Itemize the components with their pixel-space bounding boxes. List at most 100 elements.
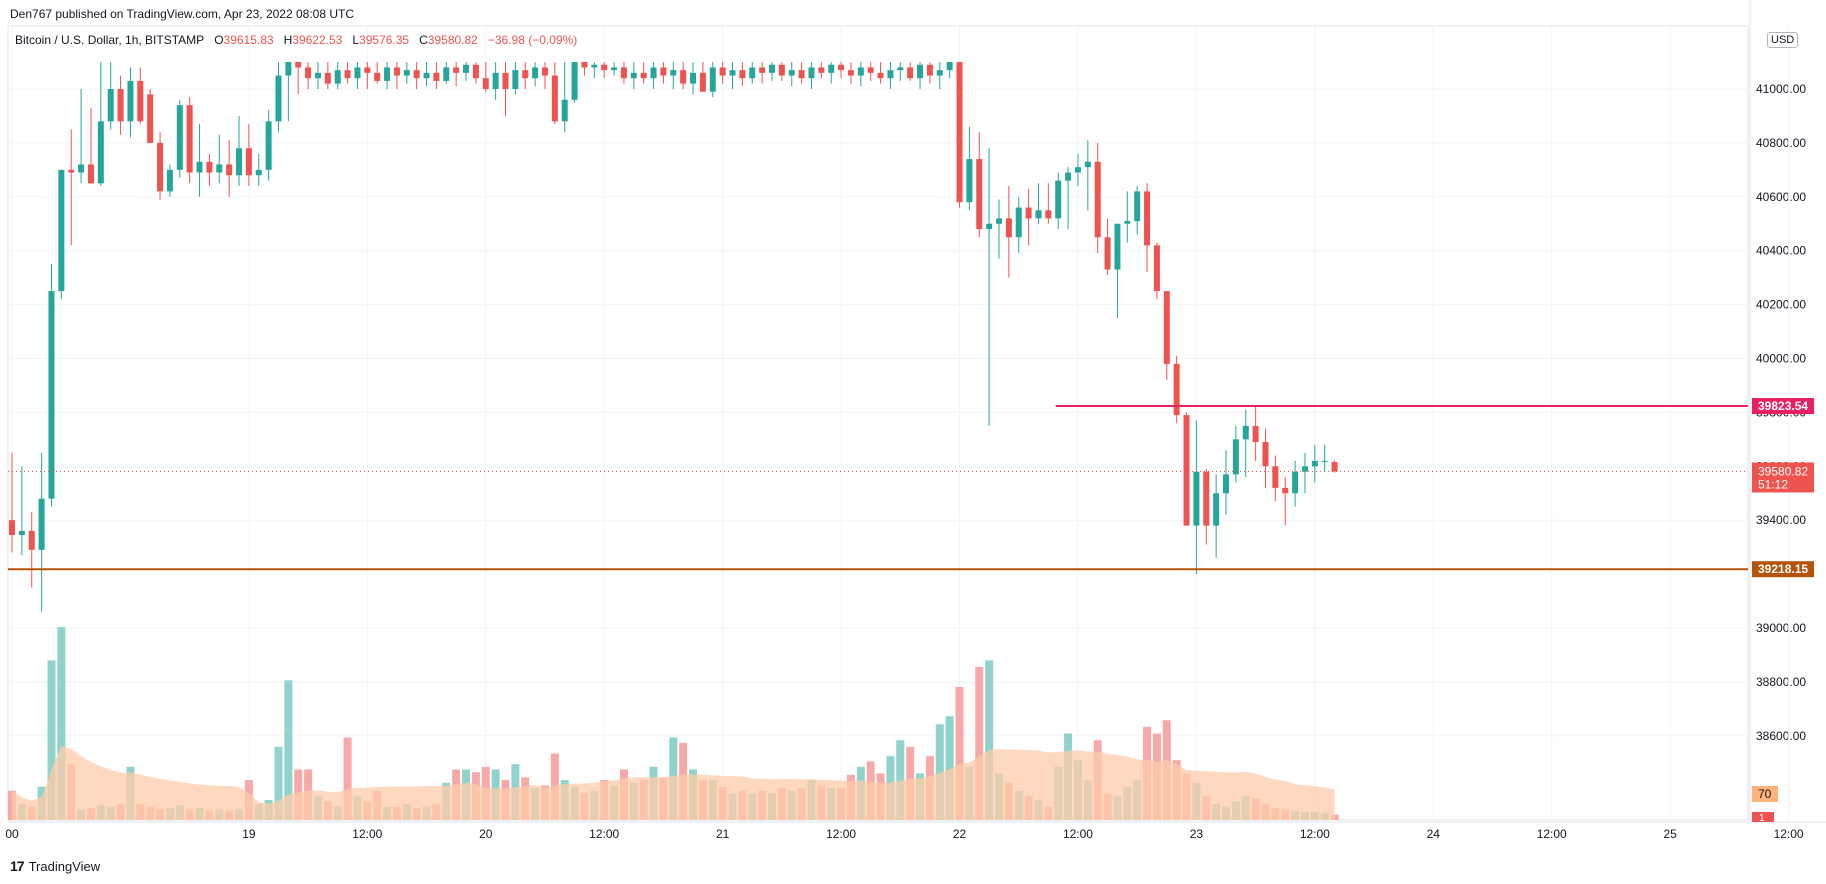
x-tick-label: 23: [1190, 827, 1204, 841]
x-tick-label: 20: [479, 827, 493, 841]
resistance-price-label: 39823.54: [1758, 399, 1808, 413]
high-label: H: [283, 33, 293, 47]
candle-body: [324, 72, 331, 84]
candle-body: [403, 70, 410, 76]
candle-body: [857, 67, 864, 76]
candle-body: [699, 72, 706, 92]
candle-body: [1124, 221, 1131, 224]
candle-body: [640, 72, 647, 79]
volume-ma-area: [12, 745, 1335, 820]
candle-body: [117, 89, 124, 122]
candle-body: [1282, 487, 1289, 494]
candle-body: [768, 64, 775, 73]
candle-body: [1311, 460, 1318, 467]
candle-body: [1144, 191, 1151, 246]
volume-bar: [896, 740, 905, 820]
candle-body: [443, 67, 450, 81]
candle-body: [393, 67, 400, 76]
candle-body: [690, 72, 697, 84]
candle-body: [245, 148, 252, 176]
candle-body: [314, 72, 321, 79]
candle-body: [680, 70, 687, 84]
candle-body: [216, 164, 223, 173]
candle-body: [778, 64, 785, 76]
x-tick-label: 12:00: [1774, 827, 1804, 841]
x-tick-label: 12:00: [589, 827, 619, 841]
volume-bar: [57, 627, 66, 820]
candle-body: [166, 169, 173, 192]
candle-body: [157, 142, 164, 192]
low-label: L: [352, 33, 360, 47]
candle-body: [68, 169, 75, 173]
candle-body: [630, 72, 637, 79]
candle-body: [176, 105, 183, 170]
candle-body: [541, 67, 548, 76]
candle-body: [1213, 493, 1220, 526]
volume-ma-tag: [1752, 786, 1778, 802]
y-tick-label: 40400.00: [1756, 244, 1806, 258]
x-tick-label: 12:00: [1537, 827, 1567, 841]
candle-body: [808, 67, 815, 79]
x-tick-label: 12:00: [352, 827, 382, 841]
close-label: C: [419, 33, 428, 47]
candle-body: [1163, 291, 1170, 364]
candle-body: [1074, 167, 1081, 173]
candle-body: [611, 67, 618, 71]
y-tick-label: 38800.00: [1756, 675, 1806, 689]
candle-body: [1153, 245, 1160, 292]
change-value: −36.98 (−0.09%): [487, 33, 578, 47]
candle-body: [798, 70, 805, 79]
candle-body: [147, 94, 154, 143]
candle-body: [1173, 363, 1180, 416]
candle-body: [591, 64, 598, 68]
candle-body: [423, 72, 430, 79]
y-tick-label: 39400.00: [1756, 513, 1806, 527]
candle-body: [502, 72, 509, 89]
candle-body: [1065, 172, 1072, 181]
currency-button[interactable]: USD: [1767, 32, 1799, 48]
candle-body: [334, 70, 341, 84]
candle-body: [255, 169, 262, 176]
volume-bar: [935, 724, 944, 820]
x-tick-label: 22: [953, 827, 967, 841]
candle-body: [107, 89, 114, 122]
brand[interactable]: 17 TradingView: [10, 858, 100, 874]
candle-body: [87, 164, 94, 184]
candle-body: [1104, 237, 1111, 270]
candle-body: [828, 64, 835, 73]
candle-body: [285, 62, 292, 76]
candle-body: [976, 159, 983, 230]
candle-body: [1292, 471, 1299, 494]
y-tick-label: 40000.00: [1756, 352, 1806, 366]
x-tick-label: 19: [242, 827, 256, 841]
candle-body: [1025, 207, 1032, 219]
brand-name: TradingView: [28, 858, 101, 874]
close-value: 39580.82: [427, 33, 478, 47]
high-value: 39622.53: [292, 33, 343, 47]
candle-body: [354, 67, 361, 79]
candle-body: [1183, 415, 1190, 526]
candle-body: [601, 64, 608, 71]
candle-body: [818, 67, 825, 73]
open-value: 39615.83: [223, 33, 274, 47]
y-tick-label: 40600.00: [1756, 190, 1806, 204]
candle-body: [305, 67, 312, 79]
candle-body: [78, 164, 85, 173]
support-price-tag: [1752, 561, 1814, 578]
volume-bar: [975, 667, 984, 820]
volume-current-label: 1: [1759, 813, 1765, 824]
candle-body: [1262, 442, 1269, 467]
candle-body: [759, 67, 766, 73]
candle-body: [492, 72, 499, 89]
candle-body: [1084, 161, 1091, 168]
candle-body: [1005, 218, 1012, 238]
candle-body: [206, 161, 213, 173]
resistance-price-tag: [1752, 398, 1814, 415]
candle-body: [581, 62, 588, 68]
candle-body: [127, 80, 134, 122]
candle-body: [936, 70, 943, 76]
candle-body: [374, 72, 381, 81]
x-tick-label: 12:00: [1300, 827, 1330, 841]
candle-body: [1045, 210, 1052, 219]
